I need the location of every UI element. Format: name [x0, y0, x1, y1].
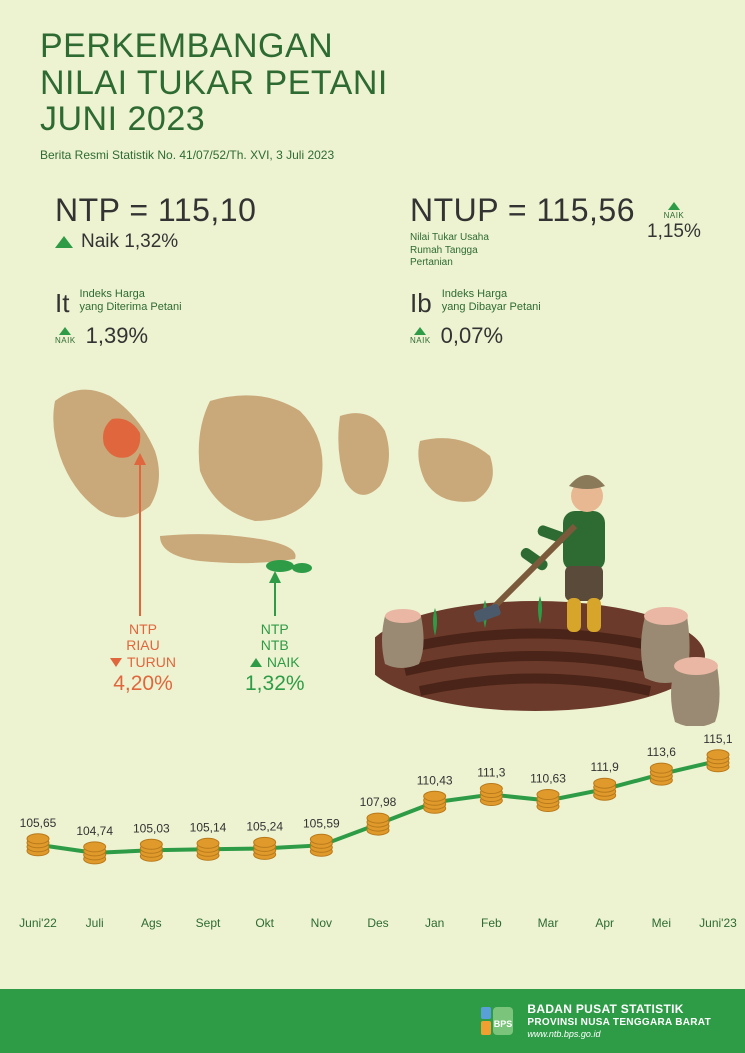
- chart-value-label: 105,03: [133, 821, 170, 835]
- chart-x-label: Mar: [538, 916, 559, 930]
- page-title: PERKEMBANGAN NILAI TUKAR PETANI JUNI 202…: [40, 28, 705, 138]
- bps-logo-icon: BPS: [477, 1001, 517, 1041]
- title-line-2: NILAI TUKAR PETANI: [40, 64, 388, 102]
- riau-l2: RIAU: [110, 637, 176, 654]
- ntup-pct: 1,15%: [647, 221, 701, 243]
- subtitle: Berita Resmi Statistik No. 41/07/52/Th. …: [40, 148, 705, 162]
- ntb-l1: NTP: [245, 621, 305, 638]
- callout-ntb: NTP NTB NAIK 1,32%: [245, 621, 305, 697]
- chart-marker: [594, 778, 616, 800]
- ntp-block: NTP = 115,10 Naik 1,32%: [55, 192, 350, 270]
- ib-desc: Indeks Harga yang Dibayar Petani: [442, 288, 541, 316]
- chart-marker: [367, 813, 389, 835]
- riau-l3: TURUN: [127, 654, 176, 671]
- it-block: It Indeks Harga yang Diterima Petani NAI…: [55, 288, 350, 349]
- ntup-change: NAIK 1,15%: [647, 202, 701, 243]
- chart-x-label: Des: [367, 916, 388, 930]
- ib-pct: 0,07%: [441, 323, 503, 349]
- chart-x-label: Feb: [481, 916, 502, 930]
- chart-value-label: 104,74: [76, 824, 113, 838]
- ntb-l2: NTB: [245, 637, 305, 654]
- it-naik: NAIK: [55, 336, 76, 345]
- ntp-change-text: Naik 1,32%: [81, 231, 178, 253]
- chart-value-label: 105,14: [190, 820, 227, 834]
- ib-letter: Ib: [410, 288, 432, 319]
- chart-x-label: Sept: [196, 916, 221, 930]
- chart-x-label: Nov: [311, 916, 332, 930]
- riau-pct: 4,20%: [110, 671, 176, 696]
- title-line-1: PERKEMBANGAN: [40, 27, 333, 65]
- callout-riau: NTP RIAU TURUN 4,20%: [110, 621, 176, 697]
- chart-marker: [310, 834, 332, 856]
- top-metrics: NTP = 115,10 Naik 1,32% NTUP = 115,56 Ni…: [0, 170, 745, 270]
- chart-marker: [537, 790, 559, 812]
- up-triangle-icon: [414, 327, 426, 335]
- ntup-naik-label: NAIK: [664, 211, 685, 220]
- chart-value-label: 105,59: [303, 816, 340, 830]
- ntup-desc: Nilai Tukar Usaha Rumah Tangga Pertanian: [410, 232, 635, 270]
- riau-l1: NTP: [110, 621, 176, 638]
- title-line-3: JUNI 2023: [40, 100, 205, 138]
- chart-marker: [650, 763, 672, 785]
- chart-x-label: Mei: [652, 916, 671, 930]
- footer-text: BADAN PUSAT STATISTIK PROVINSI NUSA TENG…: [527, 1002, 711, 1041]
- illustration-area: NTP RIAU TURUN 4,20% NTP NTB NAIK 1,32%: [0, 361, 745, 711]
- chart-x-label: Okt: [255, 916, 274, 930]
- chart-marker: [197, 838, 219, 860]
- chart-x-label: Jan: [425, 916, 444, 930]
- ib-naik: NAIK: [410, 336, 431, 345]
- up-triangle-icon: [55, 236, 73, 248]
- chart-marker: [140, 839, 162, 861]
- it-pct: 1,39%: [86, 323, 148, 349]
- chart-value-label: 115,1: [703, 732, 732, 746]
- chart-x-label: Juni'22: [19, 916, 57, 930]
- ntup-block: NTUP = 115,56 Nilai Tukar Usaha Rumah Ta…: [410, 192, 705, 270]
- ntp-change: Naik 1,32%: [55, 231, 350, 253]
- chart-value-label: 110,43: [417, 773, 453, 787]
- chart-marker: [424, 791, 446, 813]
- sub-metrics: It Indeks Harga yang Diterima Petani NAI…: [0, 270, 745, 349]
- up-triangle-icon: [250, 658, 262, 667]
- chart-value-label: 113,6: [647, 745, 676, 759]
- ntb-l3: NAIK: [267, 654, 300, 671]
- farmer-illustration: [375, 416, 735, 726]
- up-triangle-icon: [59, 327, 71, 335]
- footer: BPS BADAN PUSAT STATISTIK PROVINSI NUSA …: [0, 989, 745, 1053]
- chart-x-label: Juli: [86, 916, 104, 930]
- chart-x-label: Apr: [595, 916, 614, 930]
- chart-marker: [707, 750, 729, 772]
- chart-x-label: Ags: [141, 916, 162, 930]
- svg-text:BPS: BPS: [494, 1019, 513, 1029]
- ntb-pct: 1,32%: [245, 671, 305, 696]
- header: PERKEMBANGAN NILAI TUKAR PETANI JUNI 202…: [0, 0, 745, 170]
- footer-prov: PROVINSI NUSA TENGGARA BARAT: [527, 1017, 711, 1030]
- ntp-value: NTP = 115,10: [55, 192, 350, 229]
- up-triangle-icon: [668, 202, 680, 210]
- it-desc: Indeks Harga yang Diterima Petani: [79, 288, 181, 316]
- down-triangle-icon: [110, 658, 122, 667]
- chart-marker: [84, 842, 106, 864]
- chart-marker: [27, 834, 49, 856]
- footer-org: BADAN PUSAT STATISTIK: [527, 1002, 711, 1017]
- footer-url: www.ntb.bps.go.id: [527, 1029, 711, 1040]
- chart-marker: [480, 784, 502, 806]
- chart-marker: [254, 837, 276, 859]
- chart-x-label: Juni'23: [699, 916, 737, 930]
- chart-value-label: 107,98: [360, 795, 397, 809]
- it-letter: It: [55, 288, 69, 319]
- chart-value-label: 105,65: [20, 816, 57, 830]
- chart-value-label: 105,24: [246, 819, 283, 833]
- chart-value-label: 110,63: [530, 772, 566, 786]
- chart-value-label: 111,3: [477, 766, 506, 780]
- ntup-value: NTUP = 115,56: [410, 192, 635, 229]
- ntp-line-chart: 105,65 Juni'22 104,74 Juli 105,03 Ags 105,14 Se…: [0, 705, 745, 935]
- chart-value-label: 111,9: [591, 760, 620, 774]
- ib-block: Ib Indeks Harga yang Dibayar Petani NAIK…: [410, 288, 705, 349]
